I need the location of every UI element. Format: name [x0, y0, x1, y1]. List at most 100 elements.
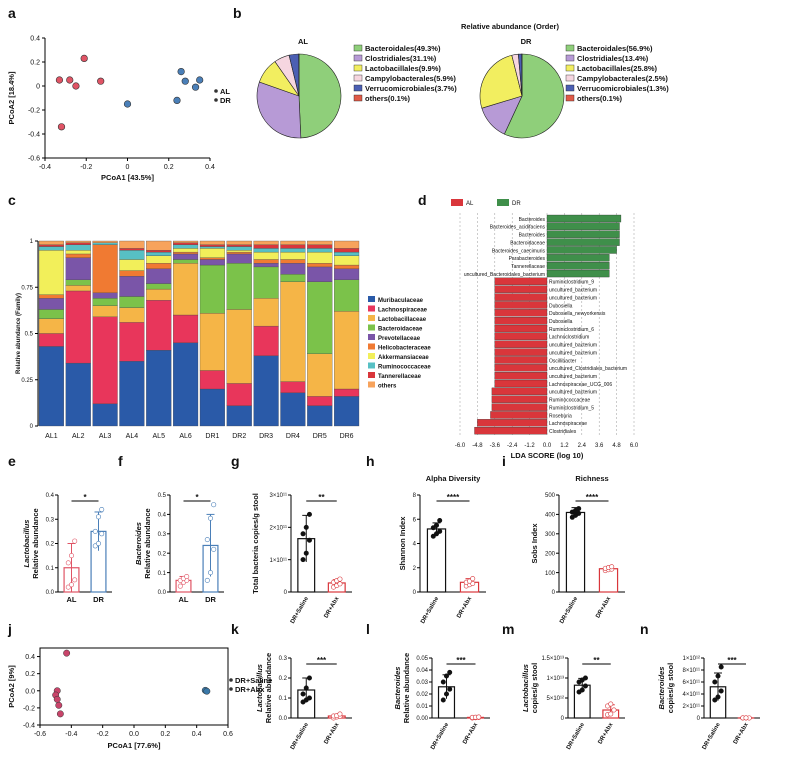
y-tick-label: 0: [30, 424, 34, 430]
lda-label: Tannerellaceae: [511, 264, 545, 270]
stacked-bar-segment: [253, 240, 279, 245]
legend-label: Prevotellaceae: [378, 336, 421, 342]
lda-bar: [494, 332, 548, 341]
y-tick-label: 400: [545, 513, 556, 519]
y-axis-title-italic: Bacteroides: [657, 667, 666, 710]
x-tick-label: AL: [179, 595, 189, 604]
y-axis-title: Shannon Index: [398, 516, 407, 571]
x-tick-label: DR6: [340, 433, 354, 440]
panel-label-b: b: [233, 5, 242, 21]
y-tick-label: 0.5: [25, 332, 34, 338]
stacked-bar-segment: [280, 263, 306, 275]
stacked-bar-segment: [334, 396, 360, 427]
stacked-bar-segment: [173, 259, 199, 264]
x-tick-label: AL6: [179, 433, 192, 440]
x-tick-label: DR1: [205, 433, 219, 440]
significance-label: ***: [317, 656, 327, 665]
y-tick-label: 0.3: [279, 656, 288, 662]
data-point: [306, 537, 312, 543]
y-axis-title: Relative abundance (Family): [16, 293, 22, 374]
stacked-bar-segment: [173, 263, 199, 316]
y-tick-label: 200: [545, 551, 556, 557]
y-tick-label: 6×10¹¹: [682, 680, 700, 686]
stacked-bar-segment: [92, 298, 118, 306]
data-point: [306, 675, 312, 681]
stacked-bar-segment: [280, 251, 306, 260]
panel-label-g: g: [231, 453, 240, 469]
x-tick-label: -0.6: [34, 731, 46, 738]
lda-bar: [491, 387, 548, 396]
x-tick-label: -0.2: [97, 731, 109, 738]
lda-label: Lachnoclostridium: [549, 335, 589, 341]
legend-dot: [214, 89, 218, 93]
legend-label: Campylobacterales(5.9%): [365, 74, 456, 83]
data-point: [96, 514, 102, 520]
stacked-bar-segment: [38, 309, 64, 319]
stacked-bar-segment: [119, 275, 145, 297]
data-point: [306, 511, 312, 517]
stacked-bar-segment: [65, 279, 91, 286]
stacked-bar-segment: [253, 355, 279, 427]
legend-swatch: [368, 315, 375, 321]
data-point: [337, 581, 343, 587]
legend-swatch: [368, 353, 375, 359]
x-tick-label: 0.2: [160, 731, 170, 738]
legend-swatch: [353, 54, 363, 62]
panel-label-a: a: [8, 5, 16, 21]
data-point: [437, 528, 443, 534]
y-tick-label: 0.0: [279, 716, 288, 722]
x-tick-label: DR: [205, 595, 216, 604]
lda-label: Roseburia: [549, 413, 572, 419]
y-tick-label: 0.01: [416, 704, 428, 710]
y-tick-label: 1.5×10¹³: [541, 656, 564, 662]
legend-swatch: [353, 64, 363, 72]
legend-label: Ruminococcaceae: [378, 365, 431, 371]
lda-bar: [494, 324, 548, 333]
stacked-bar-segment: [65, 285, 91, 292]
data-point: [609, 564, 615, 570]
data-point: [99, 531, 105, 537]
lda-label: uncultured_bacterium: [549, 390, 597, 396]
y-tick-label: 0: [697, 716, 701, 722]
significance-label: **: [593, 656, 600, 665]
legend-label: Lactobacillaceae: [378, 317, 427, 323]
stacked-bar-segment: [38, 244, 64, 247]
stacked-bar-segment: [280, 244, 306, 249]
lda-label: Dubosiella: [549, 319, 573, 325]
lda-bar: [494, 293, 548, 301]
stacked-bar-segment: [334, 264, 360, 269]
stacked-bar-segment: [226, 405, 252, 427]
stacked-bar-segment: [65, 250, 91, 255]
data-point: [208, 515, 214, 521]
stacked-bar-segment: [199, 312, 225, 371]
stacked-bar-segment: [307, 263, 333, 268]
legend-swatch: [565, 64, 575, 72]
lda-label: uncultured_bacterium: [549, 374, 597, 380]
stacked-bar-segment: [280, 259, 306, 264]
x-tick-label: DR+Abx: [456, 595, 473, 619]
stacked-bar-segment: [226, 383, 252, 406]
y-tick-label: 0.3: [46, 517, 55, 523]
x-tick-label: DR+Saline: [702, 721, 722, 750]
stacked-bar-segment: [38, 333, 64, 347]
lda-bar: [494, 364, 548, 372]
scatter-point-DR+Saline: [56, 710, 64, 718]
pie-name-DR: DR: [521, 37, 532, 46]
y-tick-label: 1×10¹¹: [269, 558, 287, 564]
lda-label: Ruminiclostridium_6: [549, 327, 594, 333]
stacked-bar-segment: [226, 240, 252, 245]
stacked-bar-segment: [38, 318, 64, 334]
y-axis-title-italic: Lactobacillus: [22, 520, 31, 568]
x-tick-label: DR+Abx: [598, 721, 615, 745]
data-point: [715, 694, 721, 700]
legend-swatch: [353, 84, 363, 92]
data-point: [99, 507, 105, 513]
lda-bar: [546, 222, 620, 231]
data-point: [303, 685, 309, 691]
scatter-point-DR: [177, 67, 185, 76]
pie-name-AL: AL: [298, 37, 308, 46]
x-tick-label: 2.4: [578, 443, 587, 449]
y-tick-label: 0: [552, 590, 556, 596]
stacked-bar-segment: [65, 240, 91, 243]
